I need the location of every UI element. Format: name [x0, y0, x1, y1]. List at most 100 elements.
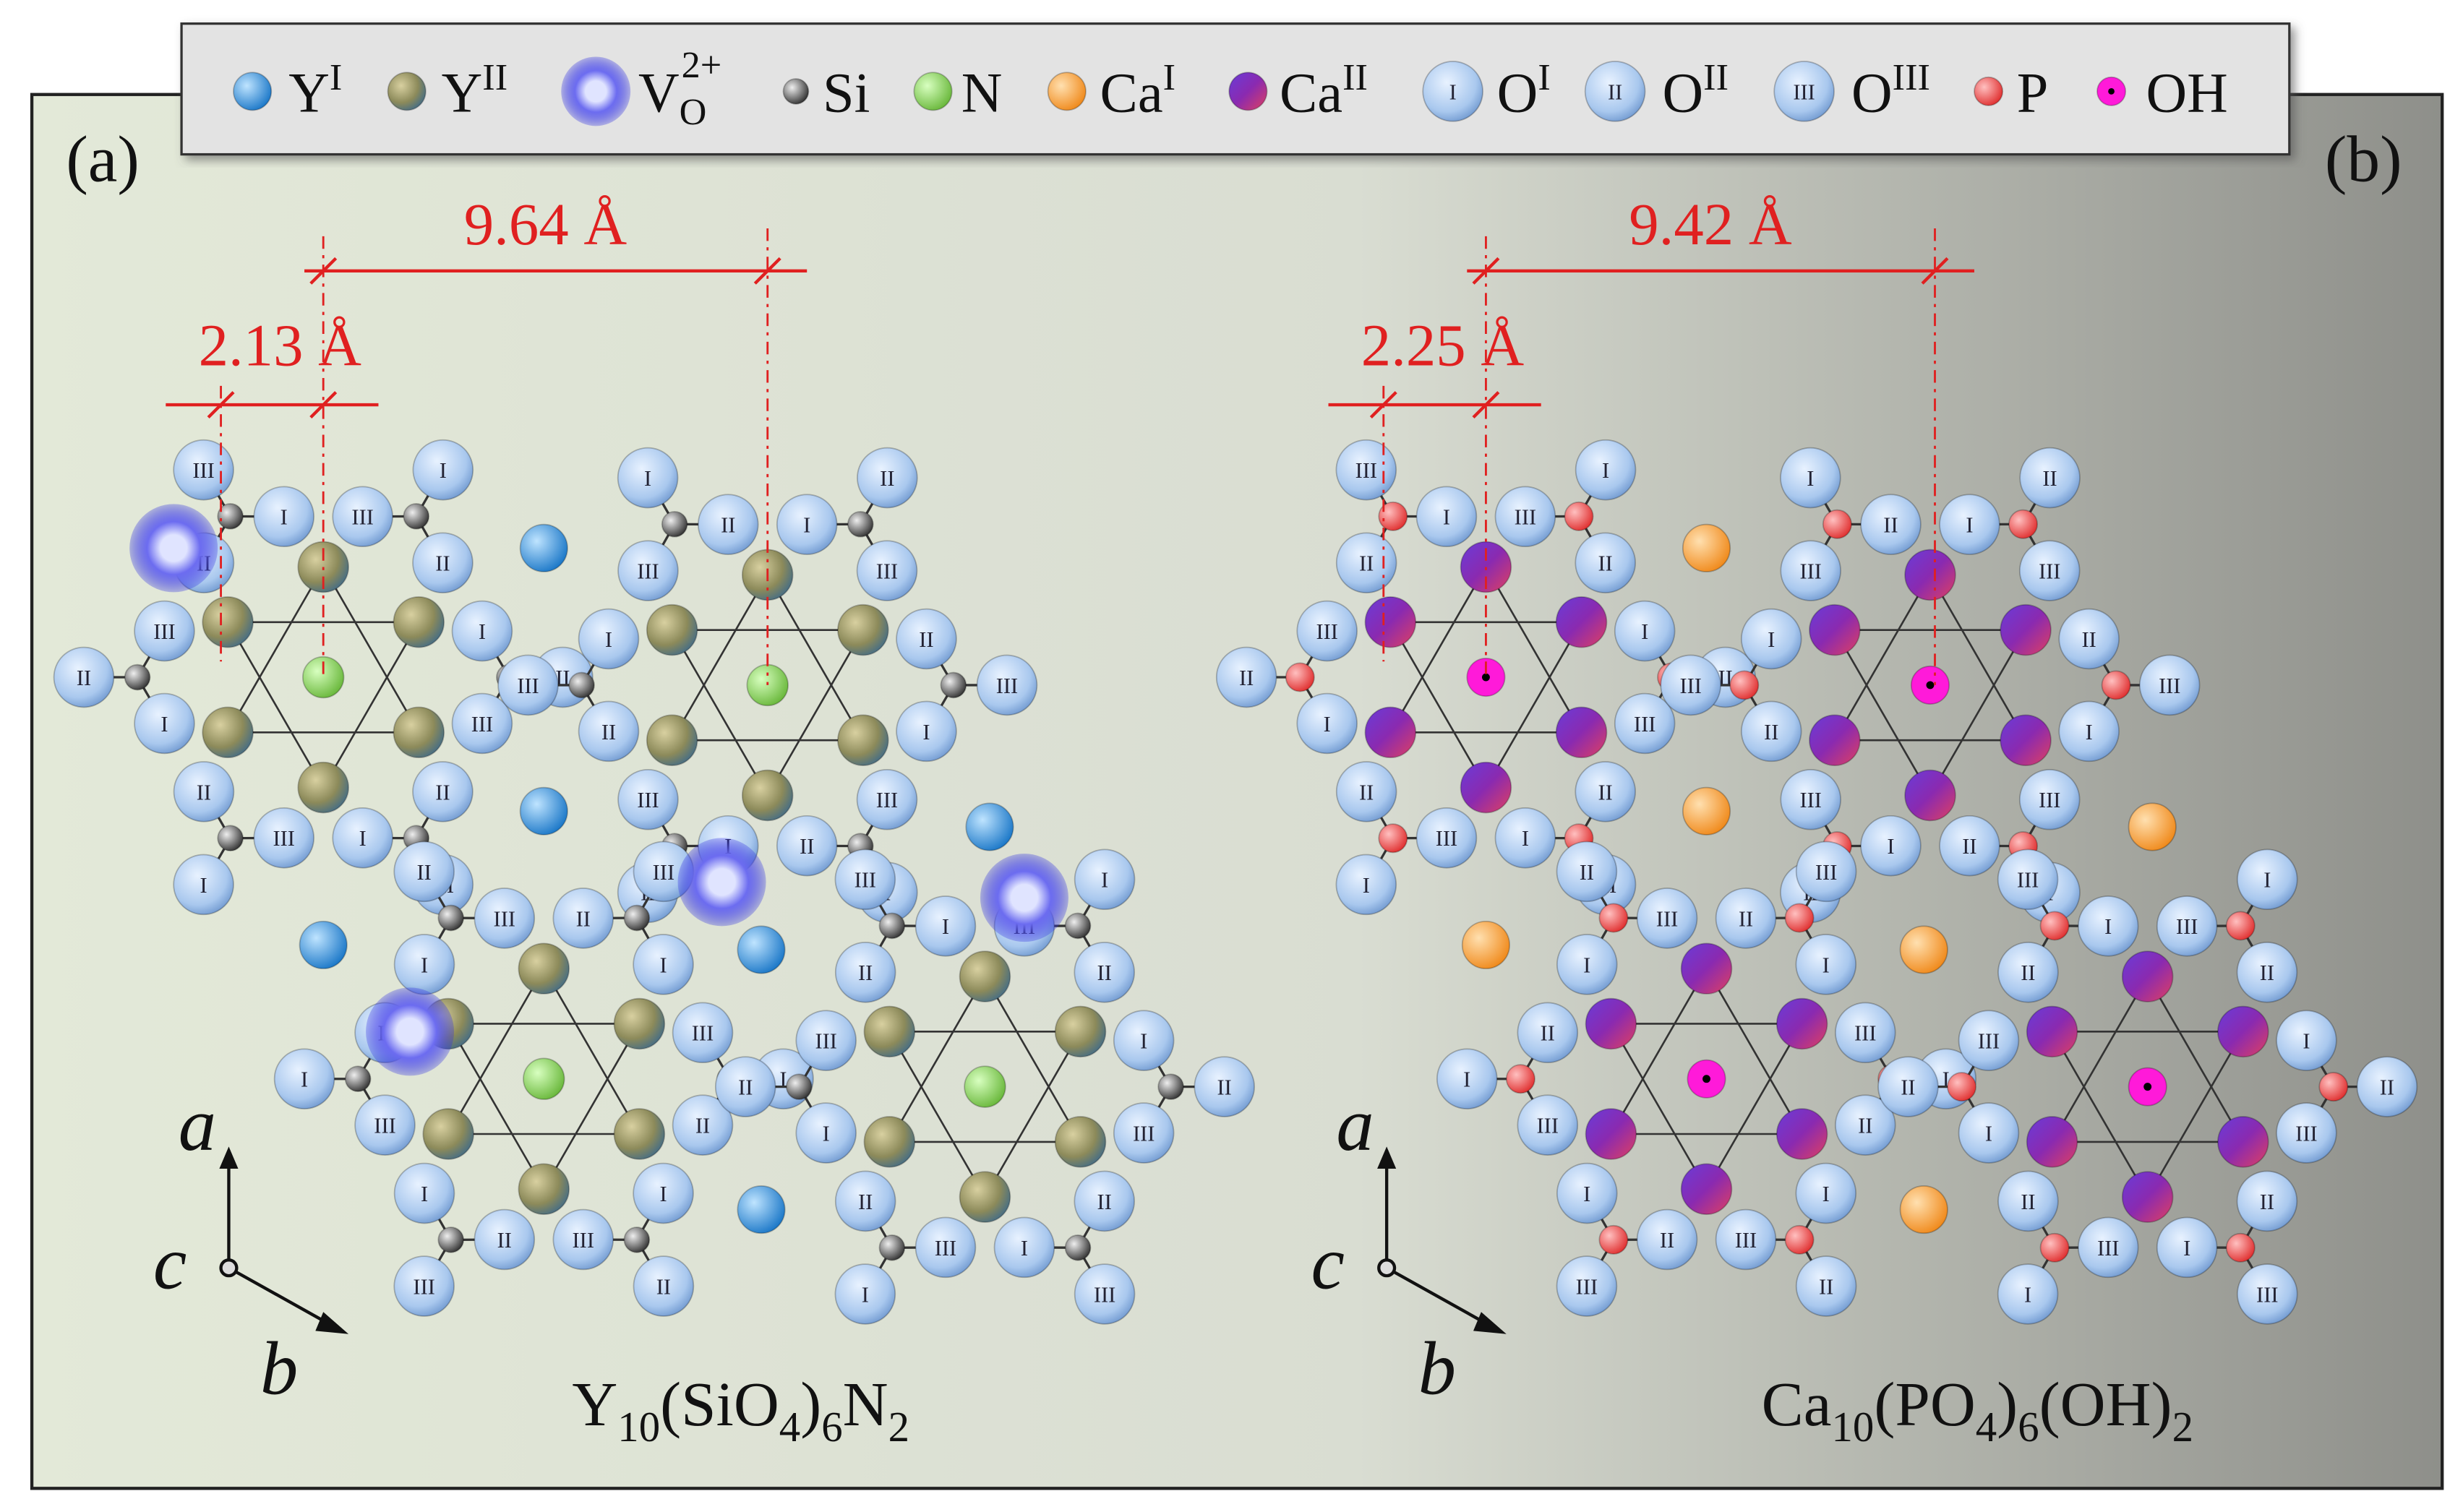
silicon — [878, 1234, 906, 1261]
atom-label: II — [417, 860, 432, 885]
oxygen — [134, 600, 195, 662]
calcium-ii — [1555, 596, 1608, 648]
calcium-i — [1899, 925, 1948, 974]
silicon — [403, 503, 430, 530]
bond — [1610, 1023, 1708, 1190]
bond — [888, 1031, 986, 1198]
atom-label: III — [1978, 1029, 2000, 1054]
atom-label: III — [1815, 860, 1837, 885]
axis-origin — [1377, 1258, 1397, 1278]
atom-label: II — [1097, 961, 1112, 985]
oxygen — [795, 1102, 857, 1164]
oxygen — [896, 700, 957, 763]
atom-label: III — [1679, 674, 1701, 698]
axis-label: c — [153, 1221, 187, 1305]
atom-label: II — [2380, 1075, 2394, 1100]
oxygen — [672, 1002, 734, 1064]
oxygen — [1795, 934, 1857, 995]
oxygen — [1860, 815, 1922, 877]
atom-label: II — [1739, 906, 1753, 931]
legend-symbol: Y — [288, 61, 330, 124]
oxygen — [2276, 1102, 2337, 1164]
oxygen — [412, 761, 474, 822]
legend-label: YII — [442, 56, 507, 124]
oxygen — [1556, 841, 1618, 903]
oxygen — [2237, 849, 2298, 911]
calcium-ii — [2217, 1005, 2269, 1058]
bond — [447, 968, 545, 1135]
atom-label: III — [471, 712, 493, 736]
legend-symbol: N — [961, 61, 1003, 124]
formula-text: ) — [800, 1369, 821, 1439]
atom-label: III — [1094, 1282, 1115, 1307]
formula-text: (PO — [1874, 1369, 1975, 1439]
silicon — [124, 663, 151, 691]
dim-tick — [1472, 257, 1500, 285]
legend-label: OI — [1497, 56, 1551, 124]
oxygen — [633, 1255, 695, 1317]
yttrium-ii — [613, 997, 666, 1050]
legend-swatch — [561, 56, 631, 126]
atom-label: II — [1217, 1075, 1232, 1100]
atom-label: III — [692, 1021, 714, 1046]
phosphorus — [1784, 903, 1815, 933]
phosphorus — [1598, 1224, 1629, 1255]
bond — [322, 566, 420, 733]
oxygen — [1636, 888, 1698, 949]
atom-label: III — [1133, 1121, 1155, 1146]
silicon — [568, 671, 595, 699]
legend-label: CaII — [1280, 56, 1368, 124]
oxygen — [2276, 1010, 2337, 1071]
calcium-i — [2128, 802, 2177, 851]
oxygen — [1997, 849, 2059, 911]
yttrium-ii — [613, 1108, 666, 1160]
oxygen — [1997, 942, 2059, 1003]
silicon — [1064, 912, 1092, 940]
legend-symbol: O — [1497, 61, 1538, 124]
atom-label: II — [738, 1075, 753, 1100]
oxygen — [451, 600, 513, 662]
phosphorus — [2318, 1072, 2349, 1102]
atom-label: I — [1463, 1068, 1470, 1092]
panel-label: (b) — [2325, 122, 2402, 196]
oxygen — [578, 700, 640, 763]
oxygen — [1584, 61, 1646, 122]
atom-label: III — [2097, 1236, 2119, 1260]
distance-label: 9.64 Å — [464, 191, 627, 257]
calcium-ii — [1809, 714, 1861, 766]
legend-swatch — [1974, 76, 2004, 106]
oxygen — [617, 540, 679, 601]
oxygen — [672, 1094, 734, 1156]
arrow-head — [219, 1146, 239, 1169]
phosphorus — [1378, 501, 1408, 531]
atom-label: II — [2021, 1190, 2035, 1214]
yttrium-i — [519, 786, 568, 836]
oxygen — [2058, 608, 2120, 670]
atom-label: III — [2159, 674, 2180, 698]
calcium-ii — [1680, 1163, 1733, 1216]
phosphorus — [2039, 911, 2070, 941]
atom-label: III — [1316, 619, 1337, 644]
atom-label: II — [656, 1274, 671, 1299]
yttrium-ii — [202, 706, 254, 759]
dim-tick — [753, 257, 781, 285]
atom-label: I — [2024, 1282, 2031, 1307]
oxygen — [1296, 600, 1358, 662]
atom-label: III — [2176, 914, 2198, 939]
oxygen — [714, 1056, 776, 1117]
oxygen — [1715, 1208, 1777, 1271]
silicon — [623, 1227, 651, 1253]
calcium-ii — [1775, 1108, 1828, 1160]
calcium-ii — [2000, 714, 2052, 766]
calcium-i — [1461, 920, 1510, 970]
atom-label: I — [2303, 1029, 2310, 1054]
atom-label: III — [1537, 1114, 1559, 1138]
nitrogen — [523, 1057, 565, 1100]
oxygen — [1834, 1094, 1896, 1156]
silicon — [1064, 1234, 1092, 1261]
phosphorus — [1598, 903, 1629, 933]
distance-label: 2.25 Å — [1361, 312, 1525, 379]
atom-label: III — [935, 1236, 956, 1260]
oxygen — [1335, 761, 1397, 822]
atom-label: I — [803, 513, 810, 538]
